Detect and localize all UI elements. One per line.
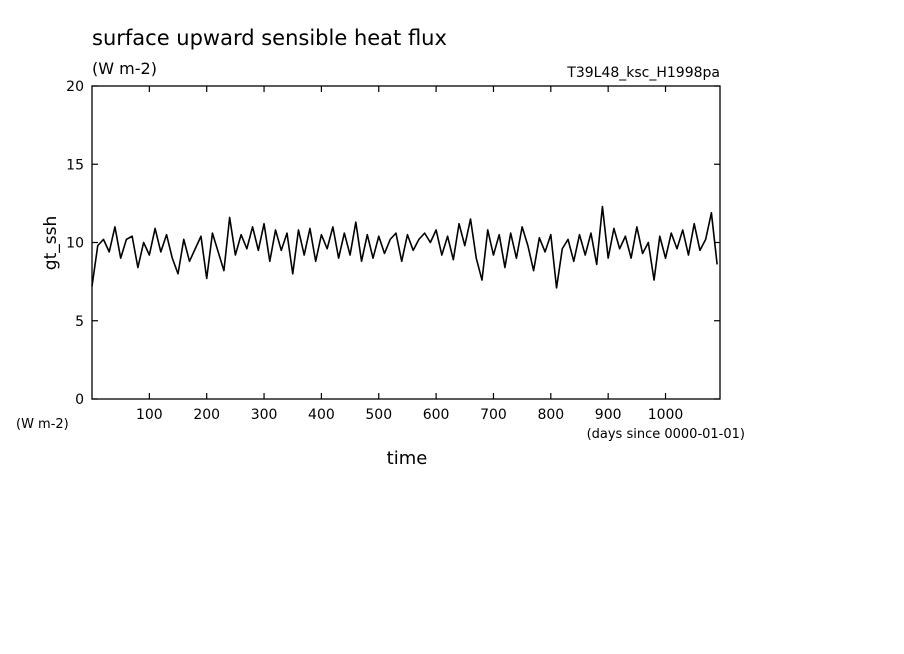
annotation: T39L48_ksc_H1998pa (566, 65, 720, 81)
y-tick-label: 20 (66, 79, 84, 95)
x-tick-label: 400 (308, 407, 335, 423)
chart-title: surface upward sensible heat flux (92, 26, 447, 50)
y-axis-label: gt_ssh (41, 216, 61, 270)
x-axis-unit: (days since 0000-01-01) (587, 427, 745, 442)
x-axis-label: time (387, 448, 428, 469)
x-tick-label: 800 (537, 407, 564, 423)
y-axis-unit: (W m-2) (16, 417, 69, 432)
y-tick-label: 0 (75, 392, 84, 408)
chart-subtitle: (W m-2) (92, 59, 157, 78)
x-tick-label: 900 (595, 407, 622, 423)
x-tick-label: 600 (423, 407, 450, 423)
x-tick-label: 1000 (648, 407, 684, 423)
x-tick-label: 300 (251, 407, 278, 423)
y-tick-label: 10 (66, 236, 84, 252)
x-tick-label: 200 (193, 407, 220, 423)
x-tick-label: 700 (480, 407, 507, 423)
x-tick-label: 500 (365, 407, 392, 423)
x-tick-label: 100 (136, 407, 163, 423)
y-tick-label: 5 (75, 314, 84, 330)
data-line (91, 205, 718, 289)
y-tick-label: 15 (66, 157, 84, 173)
